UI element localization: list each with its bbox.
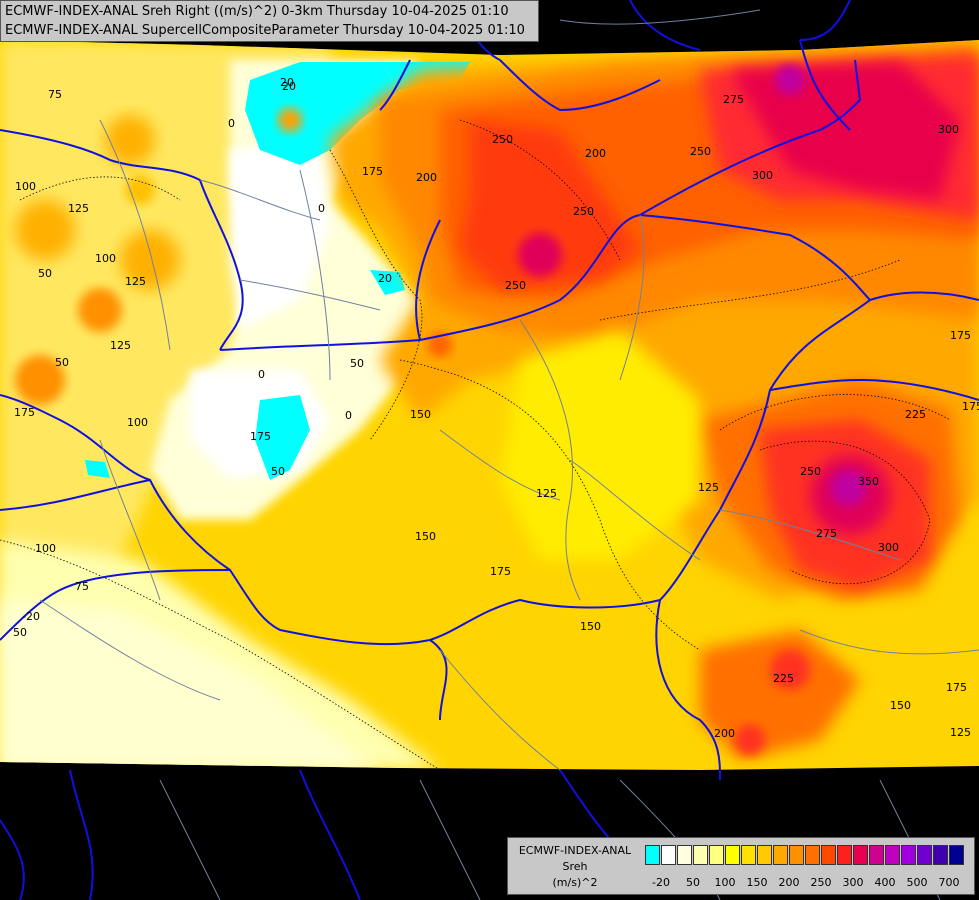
contour-label: 100 bbox=[35, 542, 56, 555]
legend-swatch bbox=[853, 845, 868, 865]
contour-label: 50 bbox=[55, 356, 69, 369]
contour-label: 350 bbox=[858, 475, 879, 488]
legend-swatch bbox=[741, 845, 756, 865]
contour-label: 50 bbox=[271, 465, 285, 478]
contour-label: 225 bbox=[905, 408, 926, 421]
contour-label: 175 bbox=[950, 329, 971, 342]
contour-label: 125 bbox=[125, 275, 146, 288]
legend-title-param: Sreh bbox=[562, 860, 588, 873]
contour-label: 300 bbox=[938, 123, 959, 136]
legend-swatch bbox=[805, 845, 820, 865]
legend-tick-label: 700 bbox=[938, 876, 960, 889]
contour-labels: 7510012550125100125175100100507550000202… bbox=[13, 76, 979, 740]
contour-label: 175 bbox=[490, 565, 511, 578]
contour-label: 175 bbox=[14, 406, 35, 419]
contour-label: 125 bbox=[110, 339, 131, 352]
legend-swatch bbox=[837, 845, 852, 865]
contour-label: 250 bbox=[690, 145, 711, 158]
contour-label: 300 bbox=[878, 541, 899, 554]
contour-label: 150 bbox=[410, 408, 431, 421]
sreh-field bbox=[0, 40, 979, 770]
legend-swatch bbox=[645, 845, 660, 865]
legend-tick-label: 50 bbox=[686, 876, 700, 889]
contour-label: 200 bbox=[585, 147, 606, 160]
contour-label: 50 bbox=[38, 267, 52, 280]
legend-swatch bbox=[709, 845, 724, 865]
contour-label: 150 bbox=[580, 620, 601, 633]
contour-label: 250 bbox=[573, 205, 594, 218]
legend-tick-label: 100 bbox=[714, 876, 736, 889]
contour-label: 50 bbox=[13, 626, 27, 639]
contour-label: 225 bbox=[773, 672, 794, 685]
legend-tick-label: 400 bbox=[874, 876, 896, 889]
contour-label: 250 bbox=[800, 465, 821, 478]
legend-tick-label: 500 bbox=[906, 876, 928, 889]
contour-label: 20 bbox=[280, 76, 294, 89]
contour-label: 125 bbox=[950, 726, 971, 739]
contour-label: 275 bbox=[816, 527, 837, 540]
legend-swatch bbox=[725, 845, 740, 865]
contour-label: -20 bbox=[22, 610, 40, 623]
legend-tick-label: -20 bbox=[652, 876, 670, 889]
map-title-line-2: ECMWF-INDEX-ANAL SupercellCompositeParam… bbox=[5, 23, 525, 38]
contour-label: 125 bbox=[698, 481, 719, 494]
legend-tick-label: 250 bbox=[810, 876, 832, 889]
map-title-line-1: ECMWF-INDEX-ANAL Sreh Right ((m/s)^2) 0-… bbox=[5, 4, 509, 19]
contour-label: 125 bbox=[536, 487, 557, 500]
contour-label: 250 bbox=[492, 133, 513, 146]
legend: ECMWF-INDEX-ANAL Sreh (m/s)^2 -20 50 100 15… bbox=[507, 837, 975, 895]
legend-swatch bbox=[757, 845, 772, 865]
contour-label: 20 bbox=[282, 80, 296, 93]
legend-title-unit: (m/s)^2 bbox=[552, 876, 598, 889]
legend-swatch bbox=[869, 845, 884, 865]
legend-tick-label: 300 bbox=[842, 876, 864, 889]
contour-label: 300 bbox=[752, 169, 773, 182]
legend-swatch bbox=[677, 845, 692, 865]
contour-label: 0 bbox=[258, 368, 265, 381]
legend-tick-label: 200 bbox=[778, 876, 800, 889]
legend-swatch bbox=[773, 845, 788, 865]
legend-title-model: ECMWF-INDEX-ANAL bbox=[518, 844, 632, 857]
legend-swatch bbox=[917, 845, 932, 865]
contour-label: 150 bbox=[890, 699, 911, 712]
legend-swatch bbox=[901, 845, 916, 865]
contour-label: 200 bbox=[714, 727, 735, 740]
contour-label: 100 bbox=[127, 416, 148, 429]
contour-label: 0 bbox=[345, 409, 352, 422]
contour-label: 50 bbox=[350, 357, 364, 370]
contour-label: 100 bbox=[15, 180, 36, 193]
contour-label: 150 bbox=[415, 530, 436, 543]
contour-label: 200 bbox=[416, 171, 437, 184]
legend-swatch bbox=[789, 845, 804, 865]
contour-label: 0 bbox=[318, 202, 325, 215]
contour-label: 0 bbox=[228, 117, 235, 130]
legend-swatch bbox=[933, 845, 948, 865]
legend-swatch bbox=[661, 845, 676, 865]
contour-label: 175 bbox=[250, 430, 271, 443]
legend-swatch bbox=[949, 845, 964, 865]
contour-label: 175 bbox=[946, 681, 967, 694]
contour-label: 75 bbox=[75, 580, 89, 593]
contour-label: 250 bbox=[505, 279, 526, 292]
contour-label: 75 bbox=[48, 88, 62, 101]
contour-label: 20 bbox=[378, 272, 392, 285]
contour-label: 100 bbox=[95, 252, 116, 265]
legend-tick-label: 150 bbox=[746, 876, 768, 889]
contour-label: 175 bbox=[362, 165, 383, 178]
dotted-contours bbox=[0, 119, 951, 770]
legend-swatch bbox=[693, 845, 708, 865]
contour-label: 175 bbox=[962, 400, 979, 413]
map-title-box: ECMWF-INDEX-ANAL Sreh Right ((m/s)^2) 0-… bbox=[0, 0, 539, 42]
contour-label: 275 bbox=[723, 93, 744, 106]
legend-swatch bbox=[821, 845, 836, 865]
contour-label: 125 bbox=[68, 202, 89, 215]
legend-swatch bbox=[885, 845, 900, 865]
